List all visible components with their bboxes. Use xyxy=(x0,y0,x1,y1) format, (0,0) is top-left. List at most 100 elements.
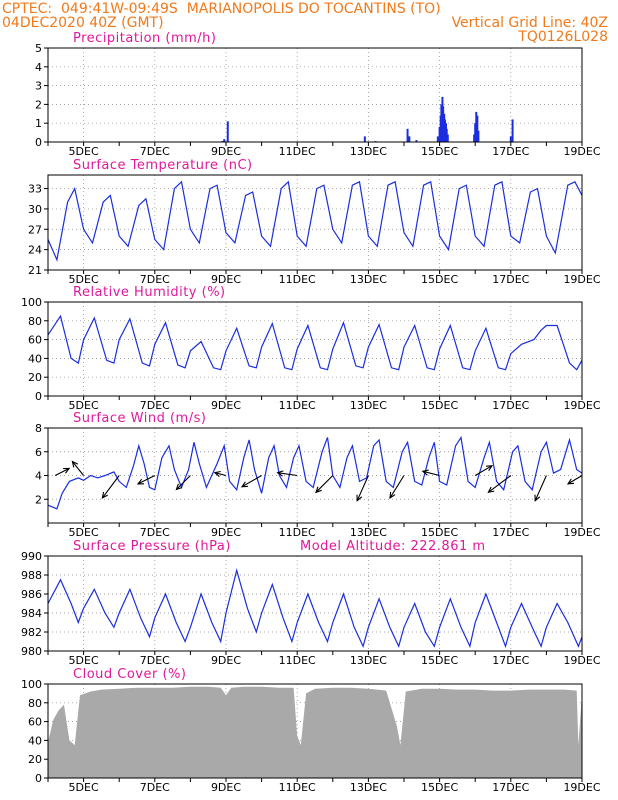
wind-arrow xyxy=(389,475,405,499)
precip-bar xyxy=(511,119,514,142)
wind-ytick-label: 2 xyxy=(35,493,42,506)
wind-arrow-head xyxy=(276,470,284,477)
wind-xtick-label: 9DEC xyxy=(211,526,241,539)
precip-bar xyxy=(476,115,479,142)
precipitation-frame xyxy=(47,47,583,143)
precipitation-ytick-label: 1 xyxy=(35,117,42,130)
header-grid-line: Vertical Grid Line: 40Z xyxy=(451,15,608,31)
precipitation-ytick-label: 4 xyxy=(35,61,42,74)
precipitation-ytick-label: 2 xyxy=(35,98,42,111)
header-date: 04DEC2020 40Z (GMT) xyxy=(2,15,164,31)
temperature-ytick-label: 24 xyxy=(28,244,42,257)
pressure-xtick-label: 19DEC xyxy=(563,654,600,667)
temperature-ytick-label: 30 xyxy=(28,203,42,216)
wind-xtick-label: 13DEC xyxy=(350,526,387,539)
pressure-ytick-label: 980 xyxy=(21,645,42,658)
precip-bar xyxy=(363,136,366,142)
wind-arrow xyxy=(567,475,583,485)
cloud-cover-ytick-label: 100 xyxy=(21,678,42,691)
temperature-xtick-label: 17DEC xyxy=(492,273,529,286)
wind-arrow-head xyxy=(175,483,183,491)
humidity-ytick-label: 80 xyxy=(28,315,42,328)
precip-bar xyxy=(223,139,226,142)
precip-bar xyxy=(226,121,229,142)
pressure-ytick-label: 982 xyxy=(21,626,42,639)
pressure-xtick-label: 7DEC xyxy=(140,654,170,667)
precip-bar xyxy=(474,123,477,142)
wind-arrow-head xyxy=(421,469,429,476)
wind-arrow-head xyxy=(213,470,221,477)
wind-xtick-label: 15DEC xyxy=(421,526,458,539)
wind-arrow-head xyxy=(356,494,363,502)
temperature-title: Surface Temperature (nC) xyxy=(73,158,253,173)
cloud-cover-xtick-label: 13DEC xyxy=(350,781,387,794)
pressure-xtick-label: 9DEC xyxy=(211,654,241,667)
precip-bar xyxy=(443,119,446,142)
wind-arrow xyxy=(488,475,512,493)
cloud-cover-ytick-label: 0 xyxy=(35,772,42,785)
pressure-xtick-label: 15DEC xyxy=(421,654,458,667)
cloud-cover-ytick-label: 20 xyxy=(28,753,42,766)
humidity-ytick-label: 100 xyxy=(21,296,42,309)
wind-arrow xyxy=(176,475,191,490)
temperature-xtick-label: 19DEC xyxy=(563,273,600,286)
wind-arrow xyxy=(214,472,227,477)
cloud-cover-ytick-label: 40 xyxy=(28,734,42,747)
wind-arrow xyxy=(241,475,262,488)
precip-bar xyxy=(415,140,418,142)
temperature-xtick-label: 5DEC xyxy=(69,273,99,286)
pressure-ytick-label: 990 xyxy=(21,550,42,563)
precip-bar xyxy=(436,136,439,142)
temperature-ytick-label: 33 xyxy=(28,183,42,196)
humidity-ytick-label: 60 xyxy=(28,334,42,347)
precip-bar xyxy=(406,128,409,142)
humidity-xtick-label: 19DEC xyxy=(563,399,600,412)
cloud-cover-xtick-label: 17DEC xyxy=(492,781,529,794)
pressure-title: Surface Pressure (hPa) xyxy=(73,539,231,554)
cloud-cover-area xyxy=(48,686,582,778)
wind-arrow-head xyxy=(101,491,108,499)
temperature-xtick-label: 15DEC xyxy=(421,273,458,286)
wind-xtick-label: 7DEC xyxy=(140,526,170,539)
wind-xtick-label: 19DEC xyxy=(563,526,600,539)
temperature-xtick-label: 13DEC xyxy=(350,273,387,286)
cloud-cover-frame xyxy=(47,683,583,779)
wind-arrow xyxy=(54,468,70,476)
precip-bar xyxy=(477,130,480,142)
precipitation-title: Precipitation (mm/h) xyxy=(73,31,216,46)
wind-arrow-head xyxy=(487,486,495,494)
humidity-title: Relative Humidity (%) xyxy=(73,285,226,300)
wind-arrow-head xyxy=(534,494,541,502)
wind-xtick-label: 17DEC xyxy=(492,526,529,539)
precip-bar xyxy=(442,106,445,142)
cloud-cover-xtick-label: 11DEC xyxy=(279,781,316,794)
temperature-ytick-label: 27 xyxy=(28,223,42,236)
humidity-ytick-label: 40 xyxy=(28,352,42,365)
wind-arrow xyxy=(277,472,298,477)
temperature-xtick-label: 11DEC xyxy=(279,273,316,286)
cloud-cover-xtick-label: 5DEC xyxy=(69,781,99,794)
precipitation-xtick-label: 13DEC xyxy=(350,145,387,158)
temperature-xtick-label: 9DEC xyxy=(211,273,241,286)
temperature-line xyxy=(47,180,583,262)
temperature-frame xyxy=(47,174,583,271)
humidity-xtick-label: 5DEC xyxy=(69,399,99,412)
wind-arrow xyxy=(534,475,547,501)
cloud-cover-title: Cloud Cover (%) xyxy=(73,667,186,682)
wind-arrow-head xyxy=(240,481,249,488)
precipitation-xtick-label: 19DEC xyxy=(563,145,600,158)
wind-arrow xyxy=(71,461,85,476)
humidity-ytick-label: 0 xyxy=(35,390,42,403)
pressure-xtick-label: 5DEC xyxy=(69,654,99,667)
humidity-xtick-label: 9DEC xyxy=(211,399,241,412)
wind-arrow-head xyxy=(389,491,396,499)
humidity-frame xyxy=(47,301,583,397)
cloud-cover-xtick-label: 7DEC xyxy=(140,781,170,794)
humidity-xtick-label: 13DEC xyxy=(350,399,387,412)
wind-arrow-head xyxy=(136,478,145,485)
humidity-ytick-label: 20 xyxy=(28,371,42,384)
precip-bar xyxy=(446,134,449,142)
wind-arrow-head xyxy=(566,478,575,485)
pressure-xtick-label: 11DEC xyxy=(279,654,316,667)
